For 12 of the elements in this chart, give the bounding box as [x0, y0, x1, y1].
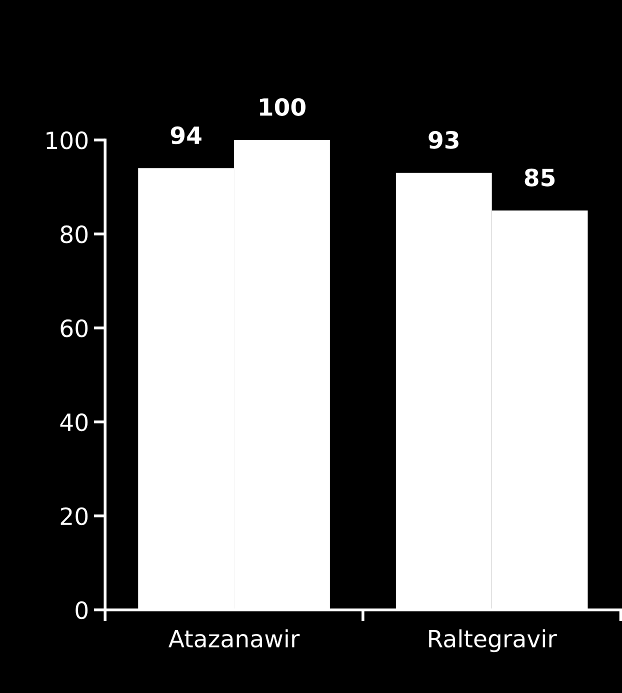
x-tick-label: Raltegravir — [429, 629, 557, 652]
y-tick-label: 0 — [76, 601, 88, 620]
y-tick-label: 20 — [60, 507, 88, 526]
data-label: 93 — [428, 130, 458, 149]
data-label: 85 — [524, 168, 555, 186]
y-tick-label: 100 — [46, 131, 88, 150]
data-label: 94 — [170, 126, 202, 144]
y-tick-label: 40 — [60, 413, 88, 432]
x-tick-label: Atazanawir — [168, 629, 300, 648]
y-tick-label: 60 — [60, 319, 88, 338]
data-label: 100 — [260, 98, 306, 116]
y-tick-label: 80 — [60, 225, 88, 244]
